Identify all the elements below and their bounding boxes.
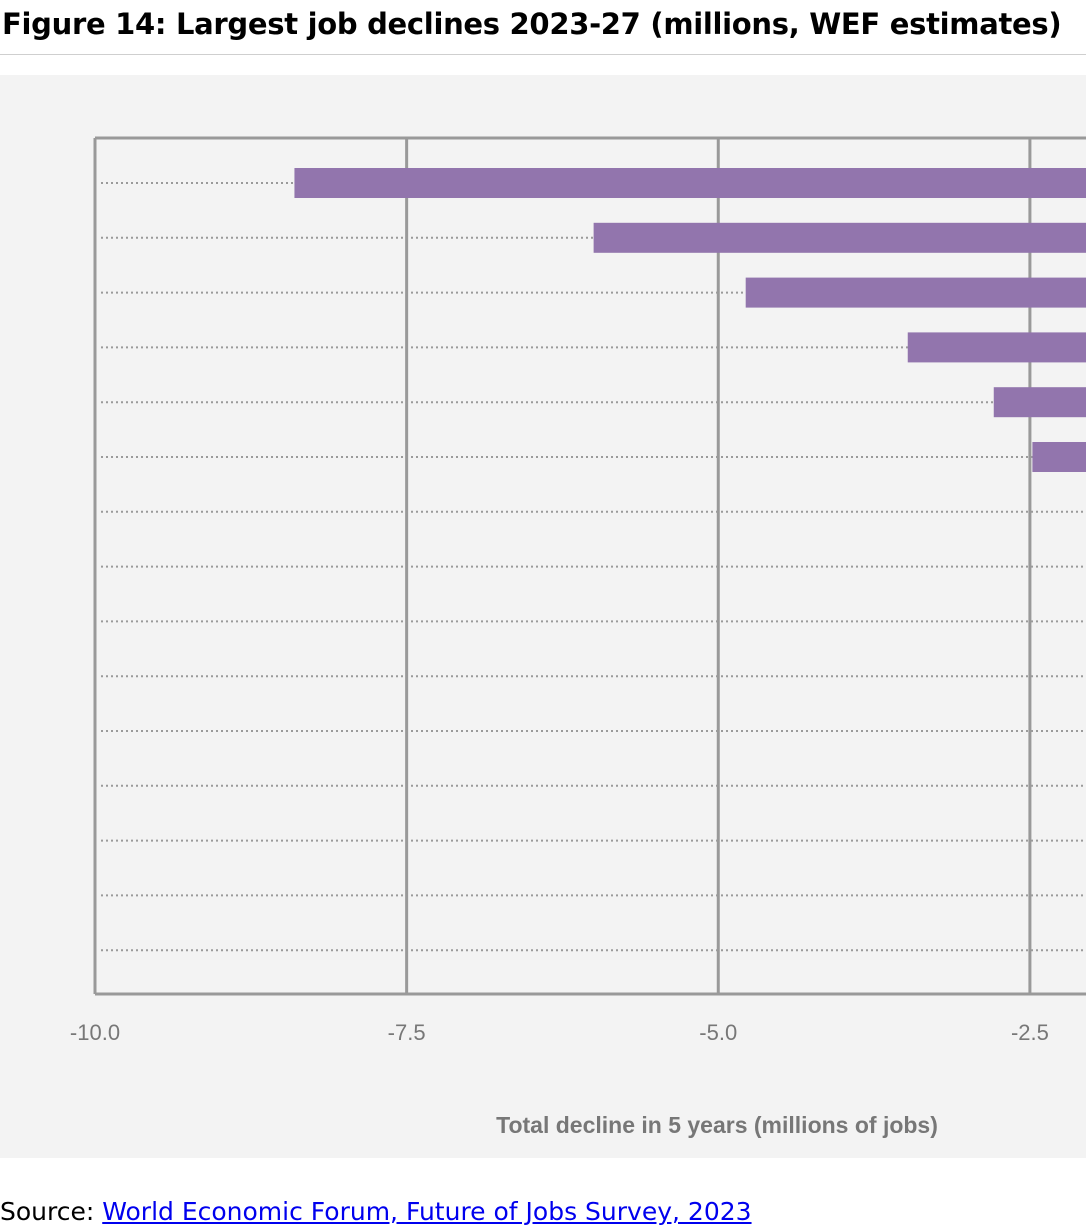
bar <box>745 277 1086 308</box>
plot-frame <box>93 136 1086 996</box>
title-divider <box>0 54 1086 55</box>
source-link[interactable]: World Economic Forum, Future of Jobs Sur… <box>102 1197 752 1226</box>
bars <box>294 168 1086 472</box>
source-prefix: Source: <box>0 1197 103 1226</box>
x-tick-label: -5.0 <box>699 1020 737 1045</box>
x-tick-label: -2.5 <box>1011 1020 1049 1045</box>
bar-chart: -10.0 -7.5 -5.0 -2.5 Total decline in 5 yea… <box>70 136 1086 1138</box>
figure-title: Figure 14: Largest job declines 2023-27 … <box>2 7 1062 41</box>
x-tick-labels: -10.0 -7.5 -5.0 -2.5 <box>70 1020 1049 1045</box>
source-line: Source: World Economic Forum, Future of … <box>0 1194 1086 1230</box>
chart-panel: -10.0 -7.5 -5.0 -2.5 Total decline in 5 yea… <box>0 75 1086 1158</box>
bar <box>993 387 1086 418</box>
bar <box>1032 442 1086 472</box>
x-axis-label: Total decline in 5 years (millions of jo… <box>496 1112 938 1138</box>
bar <box>593 222 1086 253</box>
x-tick-label: -7.5 <box>388 1020 426 1045</box>
bar <box>907 332 1086 363</box>
x-tick-label: -10.0 <box>70 1020 120 1045</box>
bar <box>294 168 1086 198</box>
